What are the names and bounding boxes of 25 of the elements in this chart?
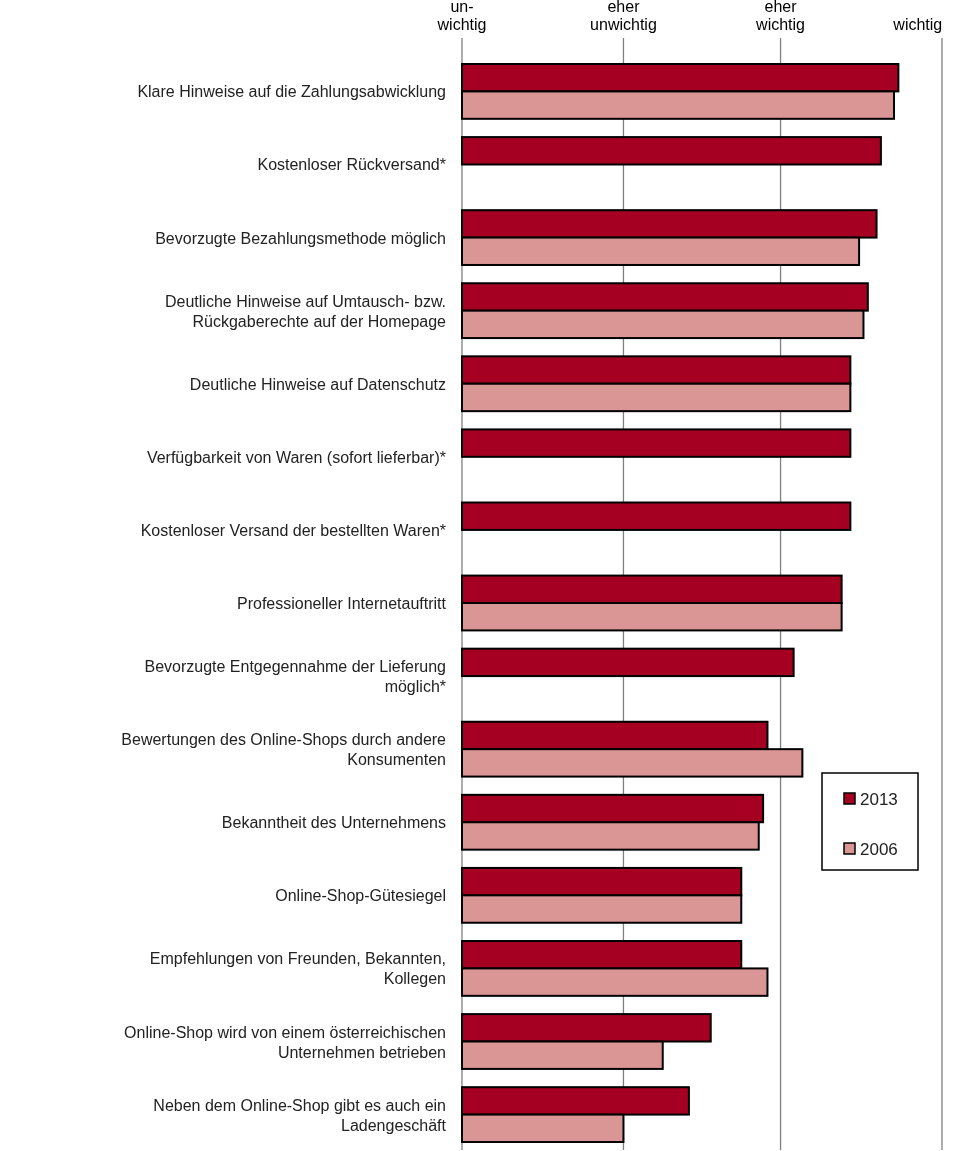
y-tick-label: Professioneller Internetauftritt (237, 595, 447, 612)
ref-line-label: wichtig (892, 16, 943, 33)
y-tick-label: Kostenloser Versand der bestellten Waren* (140, 521, 446, 539)
y-tick-label: Kostenloser Rückversand* (257, 156, 446, 174)
ref-line-label: un- wichtig (436, 0, 487, 33)
y-tick-label: Neben dem Online-Shop gibt es auch ein Ladengeschäft (153, 1096, 447, 1134)
legend-label: 2006 (860, 840, 898, 859)
y-tick-label: Klare Hinweise auf die Zahlungsabwicklung (137, 83, 446, 101)
bar (461, 501, 852, 531)
y-tick-label: Online-Shop wird von einem österreichischen Unternehmen betrieben (124, 1023, 446, 1061)
y-tick-label: Deutliche Hinweise auf Datenschutz (189, 375, 446, 393)
y-tick-label: Verfügbarkeit von Waren (sofort lieferbar)* (146, 448, 446, 466)
y-tick-label: Deutliche Hinweise auf Umtausch- bzw. Rückgaberechte auf der Homepage (164, 292, 447, 330)
bar (461, 136, 882, 166)
bar (461, 647, 795, 678)
y-tick-label: Online-Shop-Gütesiegel (275, 887, 446, 905)
y-tick-label: Bewertungen des Online-Shops durch andere Konsumenten (121, 731, 447, 769)
y-tick-label: Bevorzugte Entgegennahme der Lieferung möglich* (144, 658, 446, 696)
y-tick-label: Bevorzugte Bezahlungsmethode möglich (155, 229, 446, 247)
ref-line-label: eher unwichtig (590, 0, 657, 33)
legend-label: 2013 (860, 790, 898, 809)
ref-line-label: eher wichtig (755, 0, 805, 33)
y-tick-label: Empfehlungen von Freunden, Bekannten, Kollegen (149, 950, 446, 988)
bar (461, 428, 852, 458)
y-tick-label: Bekanntheit des Unternehmens (221, 814, 446, 832)
